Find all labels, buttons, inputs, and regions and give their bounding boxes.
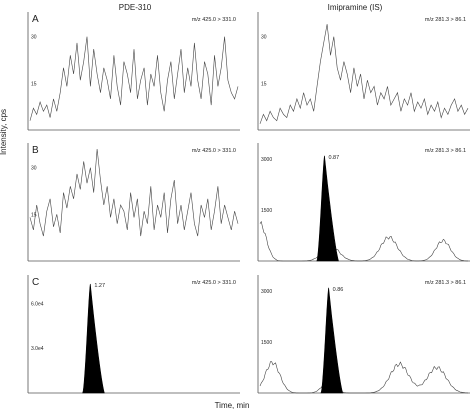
filled-peak bbox=[320, 287, 344, 394]
y-tick-label: 1500 bbox=[261, 208, 272, 214]
noise-trace bbox=[29, 36, 239, 121]
panels: 30 15 A m/z 425.0 > 331.0 30 15 m/z 281.3 > 86… bbox=[27, 12, 470, 394]
panel-letter: A bbox=[32, 14, 39, 25]
y-tick-label: 30 bbox=[31, 166, 37, 172]
noise-trace bbox=[259, 24, 469, 124]
y-tick-label: 30 bbox=[261, 35, 267, 41]
panel-4: 3000 1500 m/z 281.3 > 86.1 0.87 bbox=[257, 143, 470, 262]
panel-6: 3000 1500 m/z 281.3 > 86.1 0.86 bbox=[257, 275, 470, 394]
y-tick-label: 3000 bbox=[261, 157, 272, 163]
y-axis-label: Intensity, cps bbox=[0, 109, 8, 155]
column-title-right: Imipramine (IS) bbox=[328, 3, 383, 12]
x-axis-label: Time, min bbox=[215, 401, 250, 410]
baseline-trace bbox=[259, 361, 469, 394]
panel-letter: C bbox=[32, 277, 39, 288]
column-title-left: PDE-310 bbox=[119, 3, 152, 12]
noise-trace bbox=[29, 148, 239, 237]
mrm-annotation: m/z 281.3 > 86.1 bbox=[425, 148, 466, 154]
panel-letter: B bbox=[32, 145, 39, 156]
mrm-annotation: m/z 425.0 > 331.0 bbox=[192, 280, 236, 286]
peak-retention-label: 0.86 bbox=[333, 287, 344, 293]
mrm-annotation: m/z 425.0 > 331.0 bbox=[192, 148, 236, 154]
y-tick-label: 1500 bbox=[261, 340, 272, 346]
baseline-trace bbox=[259, 220, 468, 262]
mrm-annotation: m/z 281.3 > 86.1 bbox=[425, 280, 466, 286]
panel-5: 6.0e4 3.0e4 C m/z 425.0 > 331.0 1.27 bbox=[27, 275, 240, 394]
filled-peak bbox=[82, 283, 105, 394]
peak-retention-label: 1.27 bbox=[94, 283, 105, 289]
y-tick-label: 30 bbox=[31, 35, 37, 41]
y-tick-label: 6.0e4 bbox=[31, 301, 44, 307]
panel-3: 30 15 B m/z 425.0 > 331.0 bbox=[27, 143, 240, 262]
y-tick-label: 3.0e4 bbox=[31, 346, 44, 352]
y-tick-label: 3000 bbox=[261, 289, 272, 295]
mrm-annotation: m/z 281.3 > 86.1 bbox=[425, 17, 466, 23]
filled-peak bbox=[316, 155, 339, 262]
y-tick-label: 15 bbox=[31, 81, 37, 87]
mrm-annotation: m/z 425.0 > 331.0 bbox=[192, 17, 236, 23]
panel-2: 30 15 m/z 281.3 > 86.1 bbox=[257, 12, 470, 131]
panel-1: 30 15 A m/z 425.0 > 331.0 bbox=[27, 12, 240, 131]
y-tick-label: 15 bbox=[261, 81, 267, 87]
peak-retention-label: 0.87 bbox=[328, 155, 339, 161]
y-tick-label: 15 bbox=[31, 212, 37, 218]
